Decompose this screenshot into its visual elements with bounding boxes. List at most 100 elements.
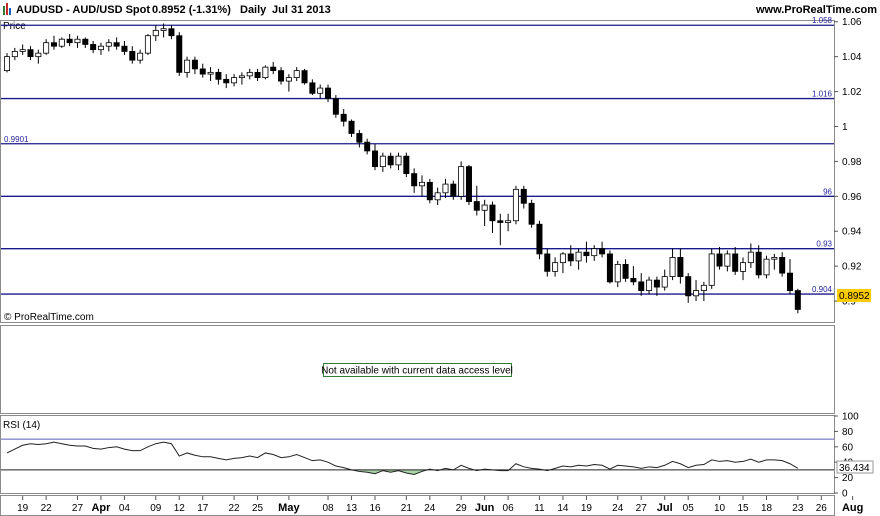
candle-91[interactable] [716,246,723,270]
candle-19[interactable] [152,25,159,41]
candle-63[interactable] [497,213,504,246]
candle-46[interactable] [364,138,371,155]
candle-76[interactable] [599,241,606,258]
candle-89[interactable] [700,281,707,302]
candle-64[interactable] [505,213,512,232]
candle-29[interactable] [231,74,238,87]
candle-75[interactable] [591,245,598,261]
candle-31[interactable] [246,68,253,80]
candle-3[interactable] [27,46,34,61]
candle-5[interactable] [43,39,50,55]
candle-56[interactable] [442,178,449,199]
candle-54[interactable] [426,178,433,204]
candle-37[interactable] [293,67,300,82]
candle-35[interactable] [278,67,285,85]
candle-47[interactable] [372,143,379,171]
candle-32[interactable] [254,68,261,82]
candle-70[interactable] [552,257,559,277]
candle-53[interactable] [418,175,425,197]
candle-39[interactable] [309,79,316,96]
candle-86[interactable] [677,248,684,284]
candle-87[interactable] [685,273,692,303]
candle-100[interactable] [787,259,794,295]
candle-93[interactable] [732,246,739,275]
candle-22[interactable] [176,32,183,76]
candle-61[interactable] [481,199,488,226]
candle-51[interactable] [403,152,410,178]
candle-43[interactable] [340,109,347,127]
candle-95[interactable] [747,243,754,268]
candle-18[interactable] [144,33,151,55]
candle-59[interactable] [465,164,472,206]
candle-78[interactable] [614,260,621,288]
candle-41[interactable] [325,84,332,103]
candle-72[interactable] [567,245,574,267]
candle-38[interactable] [301,68,308,85]
candle-7[interactable] [58,37,65,48]
candle-71[interactable] [559,252,566,274]
candle-49[interactable] [387,152,394,169]
candle-99[interactable] [779,252,786,277]
candle-82[interactable] [646,276,653,295]
candle-33[interactable] [262,65,269,80]
candle-85[interactable] [669,248,676,281]
candle-98[interactable] [771,253,778,270]
candle-17[interactable] [137,49,144,64]
candle-20[interactable] [160,23,167,38]
candle-10[interactable] [82,37,89,48]
candle-58[interactable] [458,161,465,200]
candle-83[interactable] [653,276,660,296]
candle-79[interactable] [622,259,629,282]
candle-2[interactable] [19,44,26,55]
candle-13[interactable] [105,39,112,52]
candle-74[interactable] [583,241,590,263]
candle-77[interactable] [606,250,613,284]
candle-36[interactable] [285,74,292,92]
candle-27[interactable] [215,68,222,85]
candle-45[interactable] [356,129,363,148]
candle-88[interactable] [693,280,700,302]
candle-12[interactable] [97,42,104,55]
candle-0[interactable] [4,53,10,73]
candle-4[interactable] [35,49,42,64]
candle-6[interactable] [50,35,57,50]
candle-94[interactable] [740,257,747,281]
candle-48[interactable] [379,152,386,172]
candle-26[interactable] [207,67,214,82]
candle-67[interactable] [528,199,535,228]
candle-55[interactable] [434,187,441,206]
candle-73[interactable] [575,248,582,270]
candle-16[interactable] [129,46,136,64]
candle-14[interactable] [113,37,120,50]
candle-52[interactable] [411,168,418,193]
candle-66[interactable] [520,185,527,209]
candle-42[interactable] [332,95,339,118]
candle-65[interactable] [512,185,519,225]
candle-92[interactable] [724,250,731,272]
candle-97[interactable] [763,255,770,279]
candle-8[interactable] [66,33,73,47]
candle-15[interactable] [121,40,128,55]
candle-62[interactable] [489,201,496,233]
candle-69[interactable] [544,248,551,277]
candle-96[interactable] [755,245,762,279]
candle-101[interactable] [794,288,801,314]
candle-21[interactable] [168,25,175,40]
candle-68[interactable] [536,220,543,260]
candle-44[interactable] [348,119,355,137]
candle-50[interactable] [395,152,402,171]
candle-23[interactable] [184,56,191,78]
candle-28[interactable] [223,74,230,89]
candle-84[interactable] [661,269,668,291]
candle-90[interactable] [708,248,715,289]
candle-80[interactable] [630,266,637,286]
candle-9[interactable] [74,35,81,48]
candle-81[interactable] [638,273,645,296]
site-label[interactable]: www.ProRealTime.com [755,4,877,16]
candle-60[interactable] [473,185,480,216]
candle-25[interactable] [199,63,206,78]
candle-11[interactable] [90,40,97,54]
candle-1[interactable] [11,47,18,61]
candle-24[interactable] [191,56,198,75]
candle-34[interactable] [270,61,277,75]
